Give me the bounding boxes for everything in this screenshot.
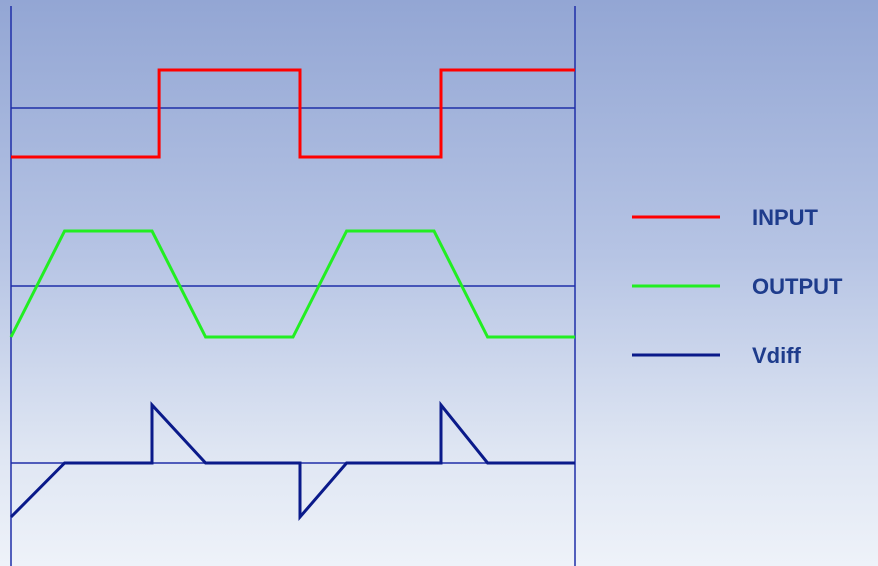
vdiff-legend-label: Vdiff bbox=[752, 343, 802, 368]
output-legend-label: OUTPUT bbox=[752, 274, 843, 299]
input-legend-label: INPUT bbox=[752, 205, 819, 230]
baseline-group bbox=[11, 107, 575, 464]
legend: INPUT OUTPUT Vdiff bbox=[632, 205, 843, 368]
output-trace bbox=[9, 229, 575, 339]
plot-area bbox=[9, 6, 576, 566]
input-trace bbox=[11, 68, 575, 159]
vdiff-trace bbox=[9, 400, 575, 522]
trace-group bbox=[9, 68, 575, 522]
